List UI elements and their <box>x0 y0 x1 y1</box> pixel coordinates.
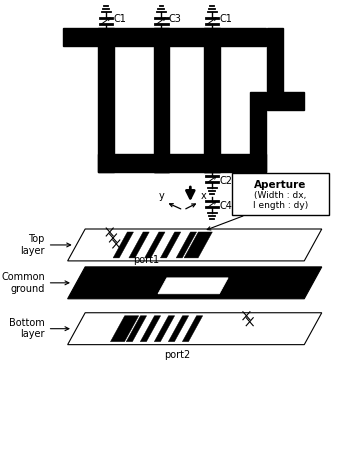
Bar <box>250 92 266 172</box>
Text: C1: C1 <box>219 14 232 24</box>
Text: C4: C4 <box>219 201 232 211</box>
Bar <box>98 154 169 172</box>
Bar <box>268 92 304 110</box>
Bar <box>154 27 204 46</box>
Polygon shape <box>160 232 181 258</box>
Text: Common
ground: Common ground <box>1 272 69 294</box>
Polygon shape <box>68 313 322 345</box>
Polygon shape <box>176 232 197 258</box>
Bar <box>154 27 169 172</box>
Text: C1: C1 <box>113 14 126 24</box>
Polygon shape <box>144 232 165 258</box>
Text: (Width : dx,: (Width : dx, <box>254 191 307 200</box>
Text: port2: port2 <box>164 350 190 360</box>
Polygon shape <box>68 229 322 261</box>
Polygon shape <box>182 316 203 342</box>
Text: x: x <box>201 191 207 201</box>
Text: Aperture: Aperture <box>254 180 307 190</box>
Polygon shape <box>184 232 212 258</box>
Bar <box>63 27 98 46</box>
Text: C3: C3 <box>168 14 181 24</box>
Polygon shape <box>113 232 134 258</box>
Text: port1: port1 <box>133 255 159 265</box>
Polygon shape <box>140 316 160 342</box>
Polygon shape <box>126 316 147 342</box>
Bar <box>98 27 154 46</box>
Bar <box>268 27 283 92</box>
Bar <box>204 27 220 172</box>
Text: Top
layer: Top layer <box>20 234 71 256</box>
Polygon shape <box>110 316 139 342</box>
Bar <box>204 154 266 172</box>
Bar <box>154 154 220 172</box>
Polygon shape <box>129 232 149 258</box>
Text: C2: C2 <box>265 176 278 186</box>
Text: l ength : dy): l ength : dy) <box>253 201 308 210</box>
Polygon shape <box>168 316 189 342</box>
Bar <box>204 27 266 46</box>
Bar <box>98 27 114 172</box>
Polygon shape <box>68 267 322 299</box>
Text: C2: C2 <box>219 176 232 186</box>
Text: y: y <box>158 191 164 201</box>
Polygon shape <box>158 278 228 294</box>
Bar <box>233 173 329 215</box>
Polygon shape <box>154 316 175 342</box>
Text: Bottom
layer: Bottom layer <box>9 318 69 340</box>
